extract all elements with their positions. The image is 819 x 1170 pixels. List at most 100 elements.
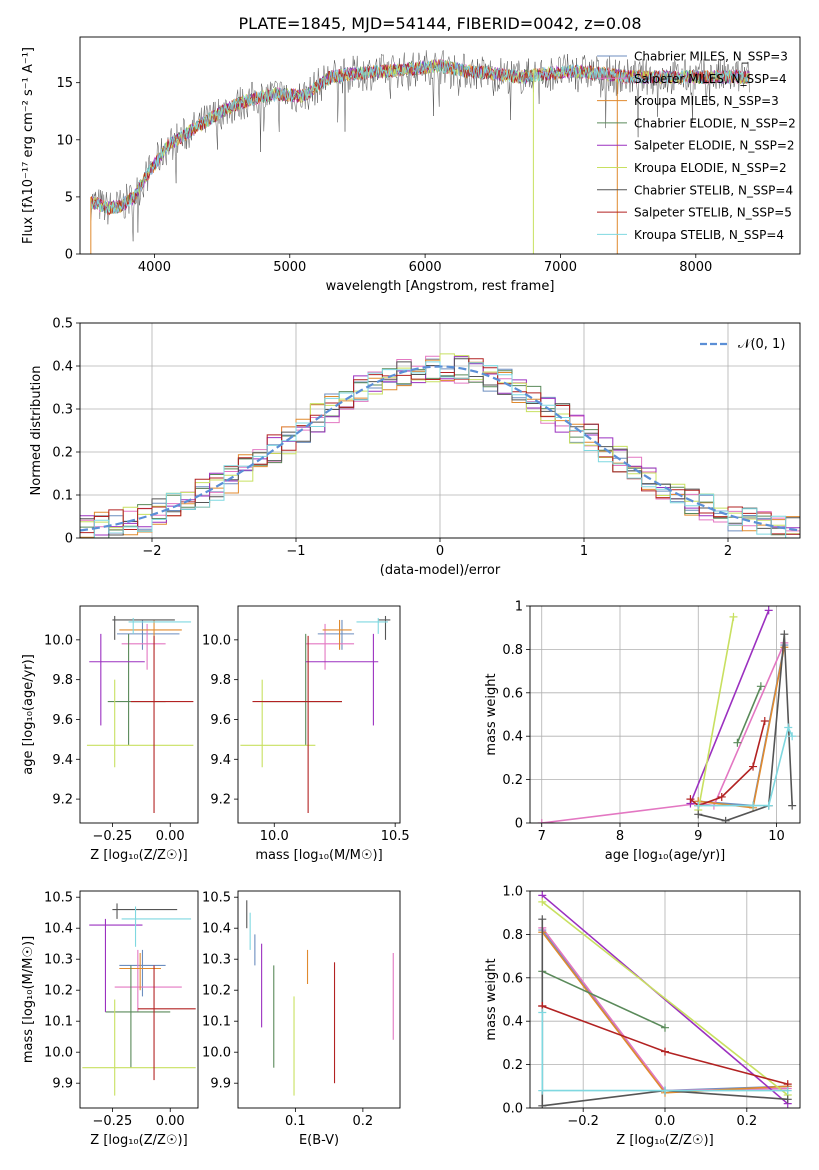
y-tick-label: 0.4 xyxy=(502,730,523,745)
x-tick-label: −0.2 xyxy=(567,1114,599,1129)
plot-area xyxy=(537,606,797,823)
plot-frame xyxy=(529,605,801,824)
legend-label: Chabrier ELODIE, N_SSP=2 xyxy=(634,116,796,130)
chart-mass-vs-z: −0.25 0.00 9.9 10.0 10.1 10.2 10.3 10.4 10.5 Z [l… xyxy=(21,890,199,1148)
normal-curve xyxy=(80,365,800,532)
weight-point xyxy=(749,801,758,810)
weight-point xyxy=(729,612,738,621)
legend-label: Kroupa ELODIE, N_SSP=2 xyxy=(634,161,787,175)
legend-label: Kroupa STELIB, N_SSP=4 xyxy=(634,228,784,242)
plot-frame xyxy=(79,322,801,539)
x-tick-label: −0.25 xyxy=(92,829,132,844)
legend-label: 𝒩(0, 1) xyxy=(738,337,785,352)
x-axis-label: (data-model)/error xyxy=(380,563,501,578)
y-axis-label: age [log₁₀(age/yr)] xyxy=(21,654,36,775)
chart-age-vs-z: −0.25 0.00 9.2 9.4 9.6 9.8 10.0 Z [log₁₀(Z/Z☉)]… xyxy=(21,605,199,863)
legend-label: Chabrier MILES, N_SSP=3 xyxy=(634,50,788,64)
x-tick-label: 6000 xyxy=(409,260,442,275)
y-tick-label: 0.4 xyxy=(502,1015,523,1030)
weight-point xyxy=(764,606,773,615)
x-tick-label: 0.2 xyxy=(353,1114,374,1129)
x-axis-label: age [log₁₀(age/yr)] xyxy=(605,848,726,863)
weight-point xyxy=(661,1023,669,1032)
x-tick-label: 0.00 xyxy=(156,1114,185,1129)
plot-area xyxy=(246,900,394,1096)
y-tick-label: 15 xyxy=(56,76,73,91)
chart-mass-vs-ebv: 0.1 0.2 9.9 10.0 10.1 10.2 10.3 10.4 10.5 E(B-V) xyxy=(202,890,401,1148)
y-tick-label: 10.0 xyxy=(202,633,231,648)
y-tick-label: 0.2 xyxy=(502,773,523,788)
weight-series xyxy=(541,901,789,1096)
plot-frame xyxy=(79,605,199,824)
legend-label: Chabrier STELIB, N_SSP=4 xyxy=(634,183,793,197)
chart-residuals: −2 −1 0 1 2 0 0.1 0.2 0.3 0.4 0.5 (data-model)/erro… xyxy=(29,317,801,578)
weight-series xyxy=(541,970,666,1029)
weight-point xyxy=(721,816,730,823)
x-tick-label: −2 xyxy=(142,544,161,559)
y-tick-label: 10.1 xyxy=(202,1015,231,1030)
y-tick-label: 0.0 xyxy=(502,1102,523,1117)
y-tick-label: 10.2 xyxy=(202,984,231,999)
y-tick-label: 0.4 xyxy=(52,360,73,375)
plot-area xyxy=(90,50,750,254)
weight-point xyxy=(756,682,765,691)
x-tick-label: 4000 xyxy=(138,260,171,275)
y-tick-label: 9.6 xyxy=(210,713,231,728)
y-axis-label: Flux [fλ10⁻¹⁷ erg cm⁻² s⁻¹ A⁻¹] xyxy=(21,47,36,244)
plot-area xyxy=(80,353,800,538)
x-tick-label: 1 xyxy=(580,544,588,559)
weight-point xyxy=(686,795,695,804)
x-axis-label: Z [log₁₀(Z/Z☉)] xyxy=(616,1133,713,1148)
y-tick-label: 9.2 xyxy=(210,793,231,808)
weight-point xyxy=(783,1095,792,1104)
weight-series xyxy=(736,685,762,744)
y-tick-label: 9.2 xyxy=(52,793,73,808)
plot-frame xyxy=(237,890,401,1109)
weight-point xyxy=(694,810,703,819)
x-tick-label: −1 xyxy=(286,544,305,559)
plot-area xyxy=(82,903,196,1096)
y-tick-label: 0.6 xyxy=(502,686,523,701)
x-tick-label: 0.2 xyxy=(736,1114,757,1129)
y-axis-label: mass [log₁₀(M/M☉)] xyxy=(21,936,36,1063)
x-axis-label: E(B-V) xyxy=(299,1133,339,1148)
x-tick-label: 2 xyxy=(724,544,732,559)
weight-series xyxy=(689,609,770,804)
y-tick-label: 10.4 xyxy=(44,922,73,937)
weight-point xyxy=(538,897,547,906)
figure-title: PLATE=1845, MJD=54144, FIBERID=0042, z=0… xyxy=(238,14,641,33)
weight-point xyxy=(717,792,726,801)
weight-point xyxy=(788,801,797,810)
x-axis-label: Z [log₁₀(Z/Z☉)] xyxy=(90,1133,187,1148)
y-tick-label: 10.0 xyxy=(44,1046,73,1061)
weight-series xyxy=(698,634,793,822)
y-tick-label: 0.6 xyxy=(502,971,523,986)
weight-point xyxy=(760,717,769,726)
weight-point xyxy=(783,1086,792,1095)
x-tick-label: 10.5 xyxy=(381,829,410,844)
y-tick-label: 5 xyxy=(65,190,73,205)
histogram-series xyxy=(80,361,800,538)
x-tick-label: 0 xyxy=(436,544,444,559)
weight-point xyxy=(538,1101,547,1108)
chart-age-vs-mass: 10.0 10.5 9.2 9.4 9.6 9.8 10.0 mass [log₁₀(M/M☉… xyxy=(202,605,410,863)
y-tick-label: 10.3 xyxy=(202,953,231,968)
x-tick-label: 7000 xyxy=(544,260,577,275)
y-tick-label: 10.4 xyxy=(202,922,231,937)
weight-point xyxy=(733,738,742,747)
y-tick-label: 9.9 xyxy=(210,1077,231,1092)
y-tick-label: 9.6 xyxy=(52,713,73,728)
y-tick-label: 9.8 xyxy=(210,673,231,688)
x-tick-label: 9 xyxy=(694,829,702,844)
y-tick-label: 0.8 xyxy=(502,928,523,943)
y-tick-label: 1 xyxy=(515,600,523,615)
y-tick-label: 0.8 xyxy=(502,643,523,658)
weight-point xyxy=(538,1086,547,1095)
chart-spectrum: 4000 5000 6000 7000 8000 0 5 10 15 wavelength [An… xyxy=(21,36,801,294)
weight-point xyxy=(788,732,797,741)
plot-frame xyxy=(79,36,801,255)
legend-label: Kroupa MILES, N_SSP=3 xyxy=(634,94,779,108)
y-tick-label: 10.3 xyxy=(44,953,73,968)
y-tick-label: 9.4 xyxy=(52,753,73,768)
